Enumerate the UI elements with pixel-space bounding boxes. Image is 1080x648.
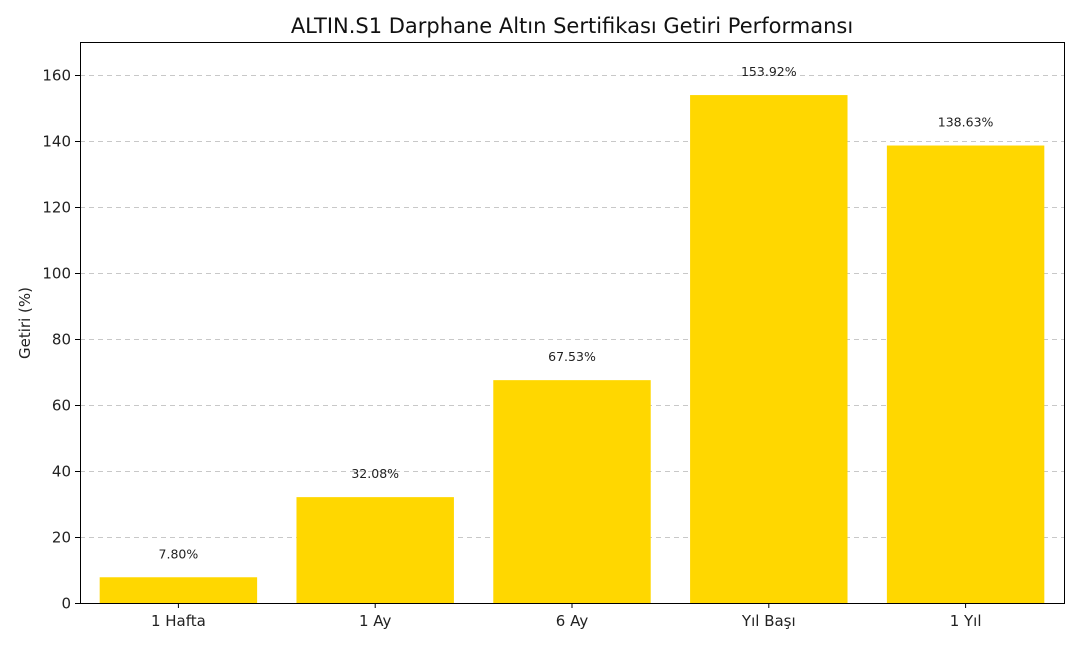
- bar: [886, 145, 1045, 603]
- y-axis: 0 20 40 60 80 100 120 140 160: [42, 67, 80, 613]
- data-label: 153.92%: [741, 64, 797, 79]
- bar: [493, 380, 651, 603]
- x-tick-label: 1 Ay: [359, 612, 392, 630]
- data-label: 138.63%: [938, 115, 994, 130]
- plot-frame: [80, 42, 1065, 604]
- x-tick-label: Yıl Başı: [741, 612, 796, 630]
- bar: [296, 497, 454, 603]
- chart-title: ALTIN.S1 Darphane Altın Sertifikası Geti…: [291, 14, 853, 38]
- y-tick-label: 40: [52, 463, 71, 481]
- bar: [99, 577, 258, 603]
- x-tick-label: 1 Hafta: [151, 612, 206, 630]
- y-axis-label: Getiri (%): [16, 287, 34, 359]
- data-label: 32.08%: [351, 466, 399, 481]
- y-tick-label: 120: [42, 199, 71, 217]
- y-tick-label: 100: [42, 265, 71, 283]
- data-labels: 7.80% 32.08% 67.53% 153.92% 138.63%: [159, 64, 994, 561]
- y-tick-label: 160: [42, 67, 71, 85]
- y-tick-label: 60: [52, 397, 71, 415]
- x-tick-label: 1 Yıl: [950, 612, 982, 630]
- y-tick-label: 20: [52, 529, 71, 547]
- data-label: 67.53%: [548, 349, 596, 364]
- x-axis: 1 Hafta 1 Ay 6 Ay Yıl Başı 1 Yıl: [151, 603, 982, 630]
- data-label: 7.80%: [159, 546, 199, 561]
- bars: [99, 95, 1045, 604]
- y-tick-label: 80: [52, 331, 71, 349]
- y-tick-label: 140: [42, 133, 71, 151]
- y-tick-label: 0: [61, 595, 71, 613]
- bar: [690, 95, 848, 604]
- x-tick-label: 6 Ay: [556, 612, 589, 630]
